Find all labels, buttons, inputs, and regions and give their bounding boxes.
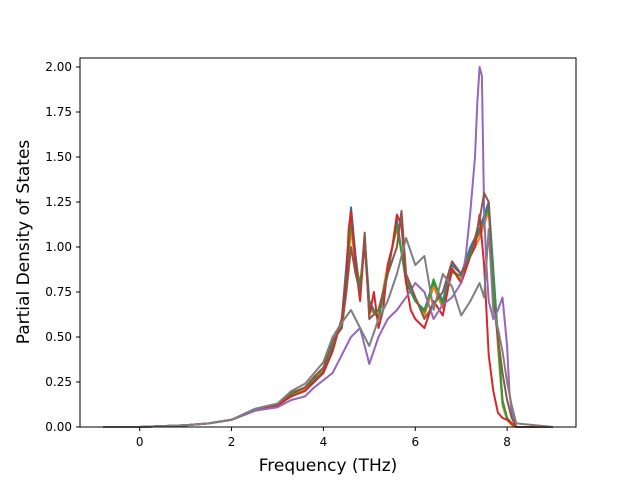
y-tick-label: 0.75 bbox=[45, 285, 72, 299]
plot-area-background bbox=[80, 58, 576, 427]
series-line-5 bbox=[103, 66, 553, 428]
y-tick-label: 1.00 bbox=[45, 240, 72, 254]
axes-frame bbox=[79, 57, 577, 428]
x-axis-ticks: 0 2 4 6 8 bbox=[136, 427, 511, 449]
series-line-7 bbox=[103, 228, 554, 428]
x-tick-label: 6 bbox=[411, 435, 419, 449]
y-tick-label: 0.50 bbox=[45, 330, 72, 344]
x-axis-label: Frequency (THz) bbox=[259, 456, 398, 476]
y-axis-ticks: 0.00 0.25 0.50 0.75 1.00 1.25 1.50 1.75 2.00 bbox=[45, 60, 80, 434]
y-tick-label: 2.00 bbox=[45, 60, 72, 74]
x-tick-label: 8 bbox=[503, 435, 511, 449]
y-tick-label: 1.50 bbox=[45, 150, 72, 164]
y-tick-label: 0.00 bbox=[45, 420, 72, 434]
series-layer bbox=[103, 66, 554, 428]
x-tick-label: 0 bbox=[136, 435, 144, 449]
y-tick-label: 1.75 bbox=[45, 105, 72, 119]
x-tick-label: 4 bbox=[320, 435, 328, 449]
x-tick-label: 2 bbox=[228, 435, 236, 449]
y-tick-label: 0.25 bbox=[45, 375, 72, 389]
y-axis-label: Partial Density of States bbox=[14, 140, 34, 345]
y-tick-label: 1.25 bbox=[45, 195, 72, 209]
